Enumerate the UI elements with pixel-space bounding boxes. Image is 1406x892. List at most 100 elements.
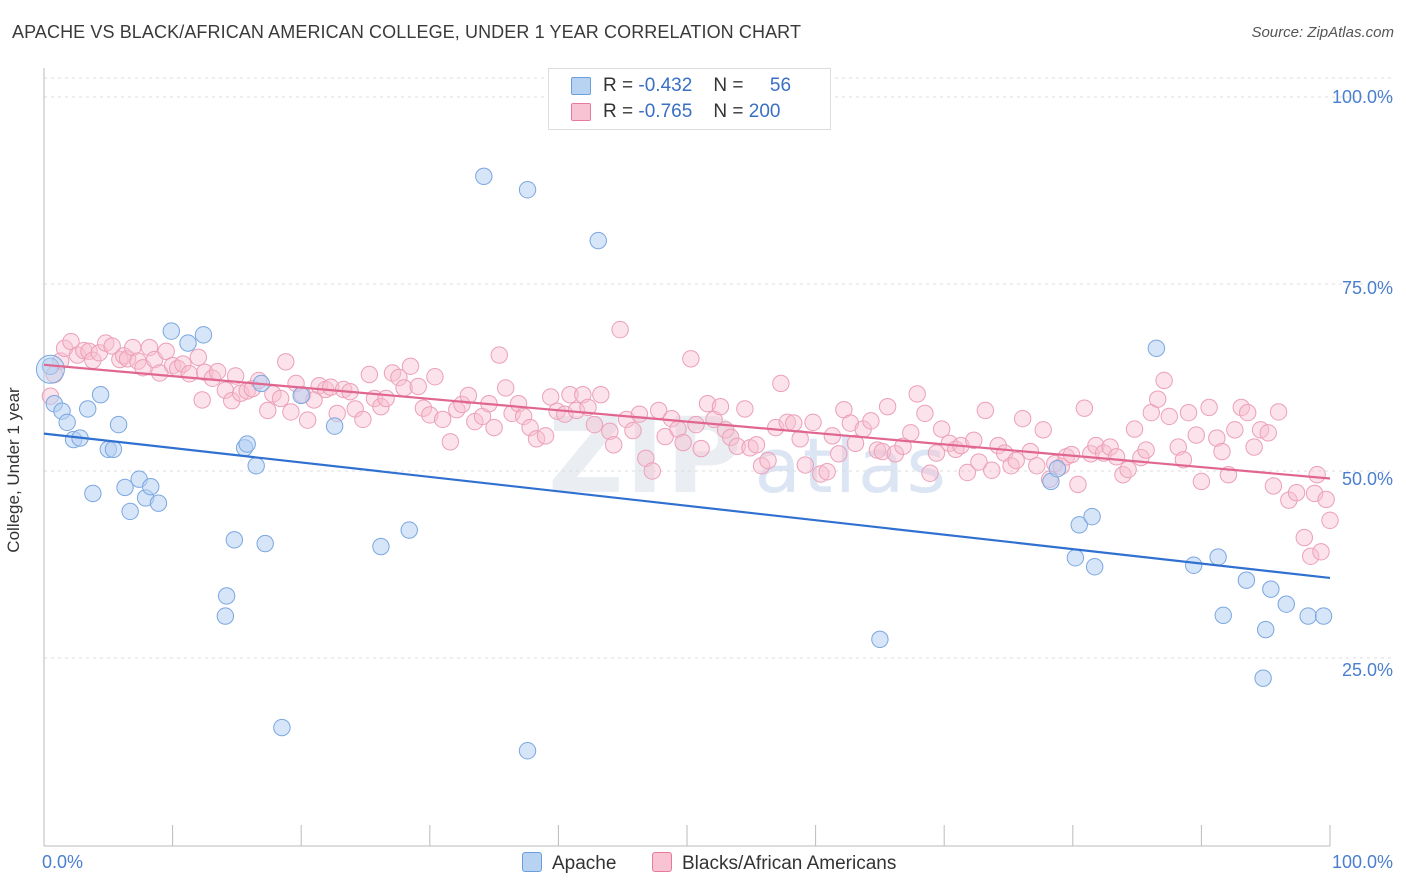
black-point bbox=[747, 436, 766, 454]
apache-point bbox=[1085, 558, 1104, 576]
apache-point bbox=[1214, 606, 1232, 625]
black-point bbox=[736, 400, 754, 418]
apache-point bbox=[84, 484, 102, 503]
black-point bbox=[360, 365, 379, 384]
apache-point bbox=[1070, 516, 1088, 534]
black-point bbox=[75, 341, 93, 360]
black-point bbox=[282, 403, 300, 421]
apache-point bbox=[142, 478, 160, 496]
black-point bbox=[1192, 472, 1211, 491]
y-tick-100: 100.0% bbox=[1331, 87, 1393, 107]
black-point bbox=[1013, 409, 1032, 428]
black-point bbox=[1305, 484, 1324, 503]
black-point bbox=[401, 357, 420, 375]
apache-point bbox=[518, 742, 537, 760]
black-point bbox=[894, 437, 912, 456]
legend-swatch-apache bbox=[571, 76, 591, 95]
black-point bbox=[414, 399, 433, 417]
black-point bbox=[157, 342, 175, 361]
black-point bbox=[208, 362, 227, 381]
apache-point bbox=[475, 167, 493, 185]
black-point bbox=[1200, 398, 1218, 417]
black-point bbox=[611, 320, 629, 339]
apache-point bbox=[1083, 507, 1101, 526]
black-point bbox=[1101, 438, 1119, 456]
black-points bbox=[41, 320, 1339, 565]
apache-point bbox=[216, 607, 235, 625]
black-point bbox=[151, 364, 169, 382]
apache-trend-line bbox=[43, 432, 1331, 580]
black-point bbox=[674, 433, 692, 452]
black-point bbox=[656, 427, 674, 446]
x-tick-100: 100.0% bbox=[1331, 852, 1393, 872]
black-point bbox=[1137, 441, 1155, 459]
apache-point bbox=[273, 718, 291, 737]
black-point bbox=[1287, 483, 1306, 502]
black-point bbox=[174, 355, 192, 373]
black-point bbox=[271, 389, 290, 408]
apache-point bbox=[58, 413, 76, 432]
black-point bbox=[846, 434, 865, 453]
trend-lines bbox=[43, 363, 1331, 580]
black-point bbox=[354, 410, 372, 429]
apache-point bbox=[116, 478, 134, 497]
y-tick-50: 50.0% bbox=[1341, 469, 1393, 489]
apache-point bbox=[179, 334, 197, 352]
apache-point bbox=[1237, 571, 1256, 589]
legend-row-apache: R = -0.432 N = 56 bbox=[571, 75, 791, 99]
apache-point bbox=[1262, 580, 1280, 598]
black-point bbox=[521, 418, 539, 437]
apache-point bbox=[91, 386, 110, 404]
black-point bbox=[541, 388, 560, 406]
apache-point bbox=[217, 587, 236, 605]
black-point bbox=[1308, 466, 1326, 484]
apache-point bbox=[109, 415, 128, 434]
black-point bbox=[377, 389, 395, 408]
black-point bbox=[1160, 407, 1178, 426]
black-point bbox=[965, 431, 983, 450]
black-point bbox=[1264, 477, 1283, 495]
apache-point bbox=[1184, 556, 1203, 574]
black-point bbox=[932, 420, 951, 438]
black-point bbox=[785, 414, 803, 432]
black-point bbox=[1148, 390, 1167, 408]
black-point bbox=[277, 353, 295, 371]
black-point bbox=[193, 391, 211, 409]
black-point bbox=[1317, 490, 1335, 509]
black-point bbox=[759, 451, 777, 470]
apache-point bbox=[292, 386, 310, 405]
chart-title: APACHE VS BLACK/AFRICAN AMERICAN COLLEGE… bbox=[12, 22, 802, 42]
black-point bbox=[1002, 457, 1020, 475]
y-tick-75: 75.0% bbox=[1341, 278, 1393, 298]
black-point bbox=[1028, 457, 1046, 475]
black-point bbox=[223, 391, 241, 410]
y-axis-label: College, Under 1 year bbox=[4, 387, 23, 553]
black-point bbox=[970, 453, 988, 471]
source-credit: Source: ZipAtlas.com bbox=[1251, 24, 1394, 41]
apache-point bbox=[589, 231, 607, 250]
black-point bbox=[1312, 543, 1330, 561]
black-point bbox=[1119, 460, 1137, 479]
black-point bbox=[585, 415, 604, 434]
apache-point bbox=[1314, 607, 1333, 625]
black-point bbox=[536, 427, 555, 445]
black-point bbox=[767, 418, 785, 437]
black-point bbox=[390, 368, 408, 387]
watermark-zip: ZIP bbox=[548, 395, 744, 517]
black-point bbox=[624, 421, 642, 440]
black-point bbox=[103, 337, 121, 355]
black-point bbox=[830, 445, 848, 463]
black-point bbox=[259, 401, 277, 420]
black-point bbox=[1034, 421, 1052, 439]
black-point bbox=[496, 379, 515, 397]
black-point bbox=[601, 422, 619, 441]
black-trend-line bbox=[43, 363, 1331, 480]
apache-point bbox=[400, 521, 418, 539]
black-point bbox=[1295, 528, 1313, 547]
black-point bbox=[1179, 403, 1198, 422]
black-point bbox=[921, 464, 939, 482]
apache-point bbox=[1066, 549, 1085, 567]
black-point bbox=[226, 367, 245, 385]
black-point bbox=[772, 374, 790, 393]
black-point bbox=[692, 439, 710, 458]
